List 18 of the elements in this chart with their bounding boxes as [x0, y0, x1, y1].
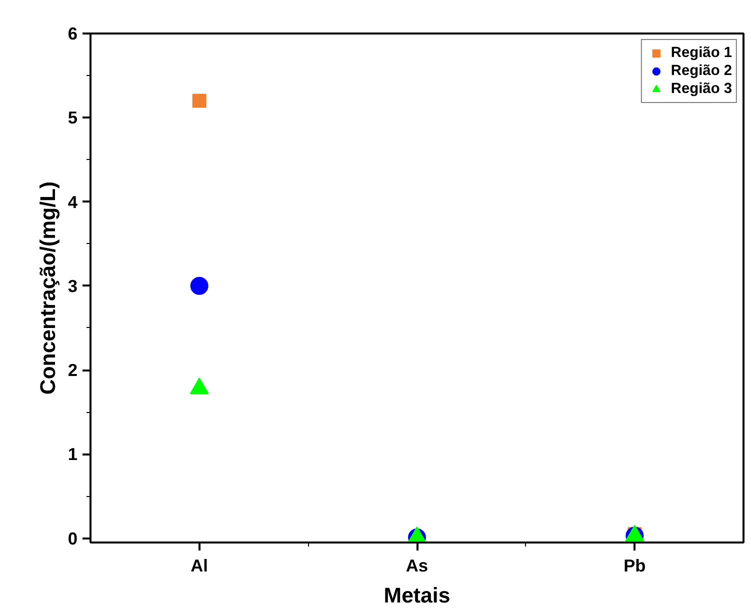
point: [190, 378, 209, 394]
x-tick-label: Pb: [624, 556, 646, 576]
point: [192, 94, 206, 108]
legend-label: Região 1: [670, 44, 732, 62]
y-tick-label: 2: [68, 360, 78, 380]
y-tick-label: 4: [68, 192, 78, 212]
x-tick-label: As: [406, 556, 428, 576]
x-tick-label: Al: [190, 556, 208, 576]
y-tick-label: 3: [68, 276, 78, 296]
y-axis-title: Concentração/(mg/L): [36, 181, 60, 395]
legend-label: Região 2: [670, 62, 732, 80]
y-tick-label: 6: [68, 24, 78, 44]
legend-label: Região 3: [670, 80, 732, 98]
y-tick-label: 5: [68, 108, 78, 128]
y-tick-label: 1: [68, 444, 78, 464]
x-axis-title: Metais: [384, 584, 450, 608]
point: [190, 276, 208, 295]
y-tick-label: 0: [68, 528, 78, 548]
